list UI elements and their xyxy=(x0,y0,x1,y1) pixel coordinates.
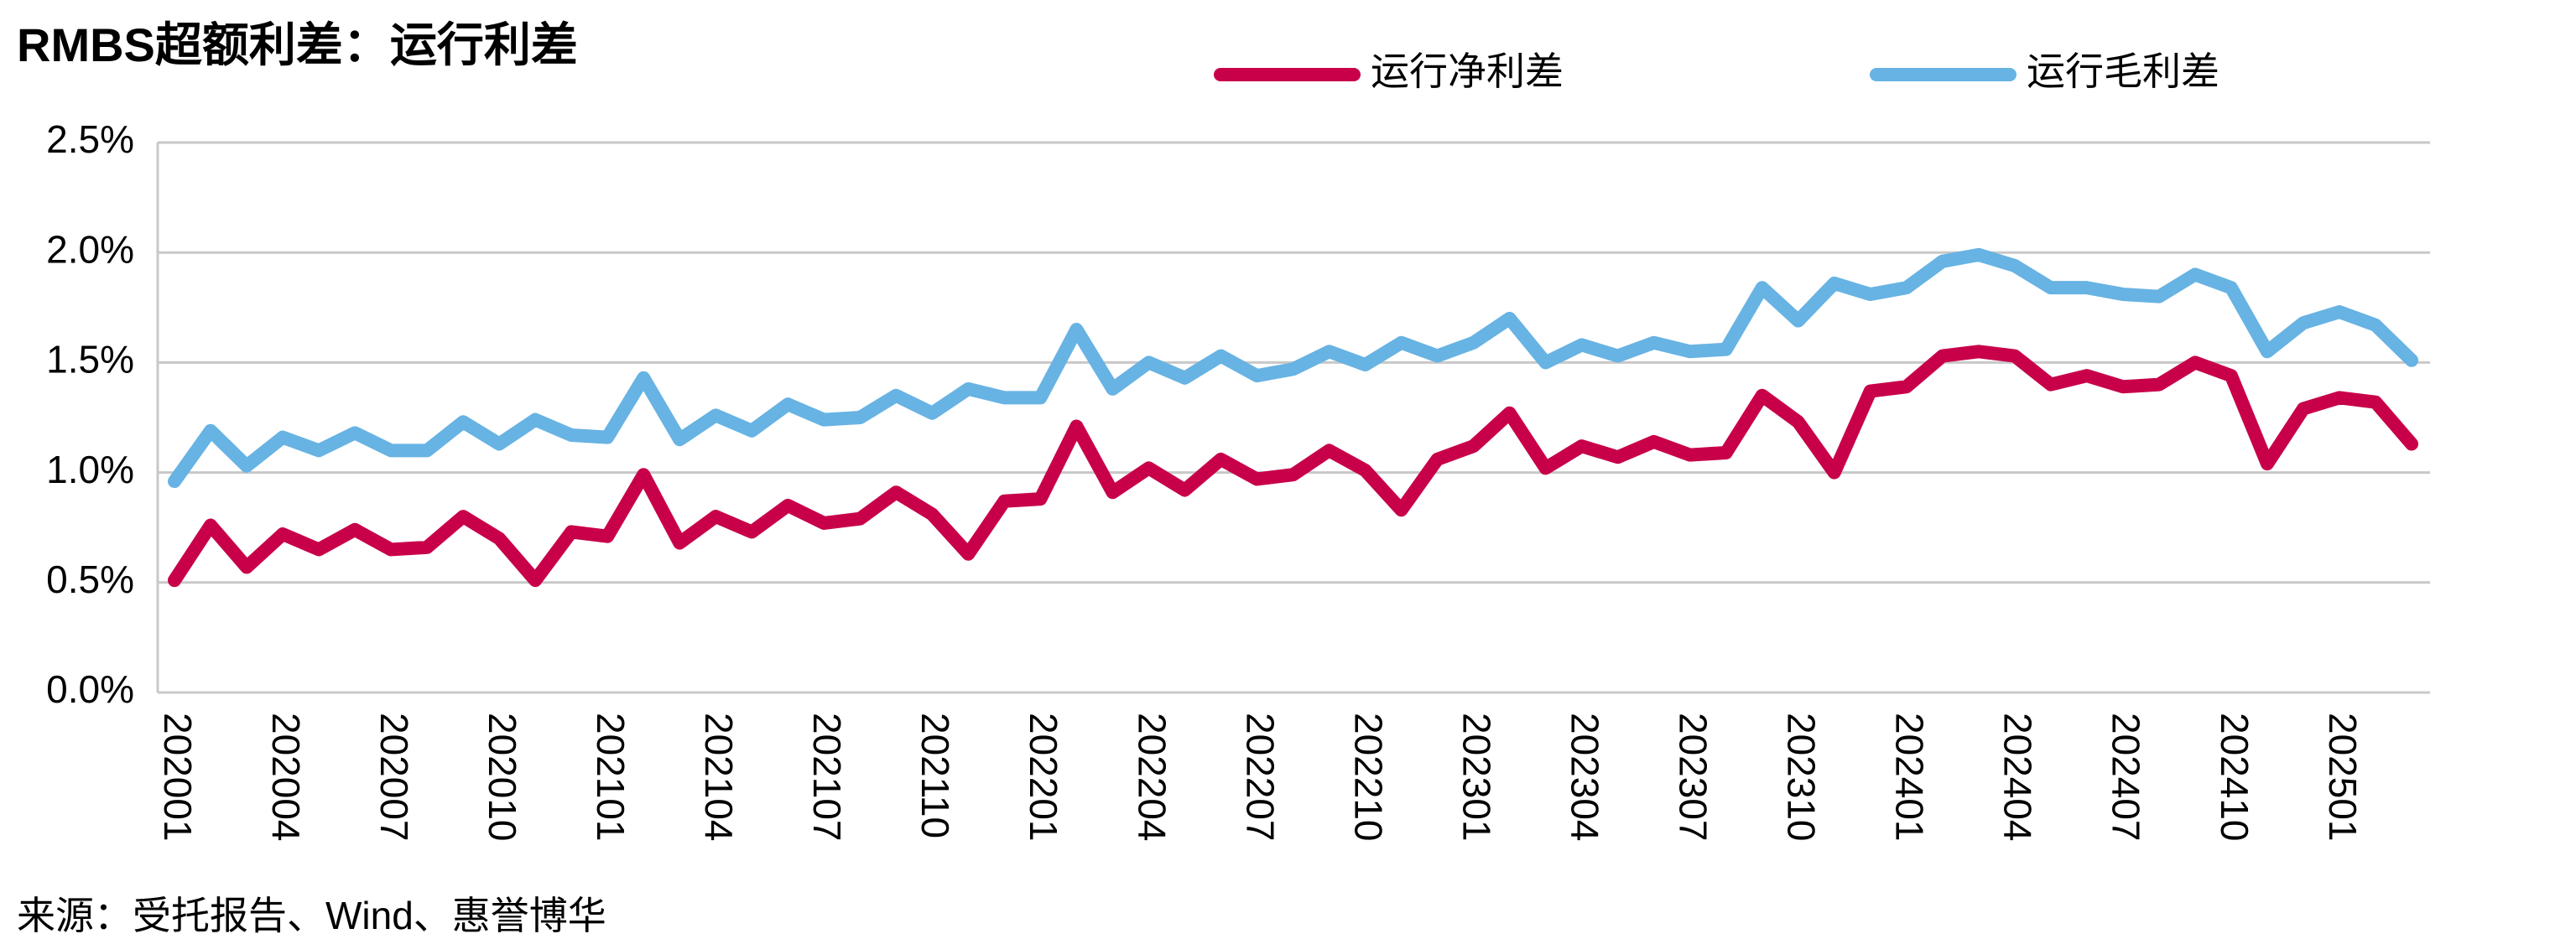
x-tick-label: 202301 xyxy=(1455,713,1498,842)
y-tick-label: 2.0% xyxy=(46,227,134,271)
x-tick-label: 202007 xyxy=(372,713,416,842)
y-tick-label: 0.0% xyxy=(46,667,134,711)
x-tick-label: 202404 xyxy=(1996,713,2040,842)
x-tick-label: 202307 xyxy=(1672,713,1715,841)
x-tick-label: 202101 xyxy=(589,713,632,842)
x-tick-label: 202110 xyxy=(913,713,957,838)
y-tick-label: 0.5% xyxy=(46,558,134,601)
legend-label: 运行净利差 xyxy=(1371,49,1564,93)
y-tick-label: 2.5% xyxy=(46,117,134,161)
x-tick-label: 202310 xyxy=(1780,713,1824,842)
x-tick-label: 202401 xyxy=(1888,713,1932,842)
y-tick-label: 1.0% xyxy=(46,448,134,491)
x-tick-label: 202210 xyxy=(1346,713,1390,842)
chart-title: RMBS超额利差：运行利差 xyxy=(17,18,578,71)
x-tick-label: 202010 xyxy=(481,713,524,842)
x-tick-label: 202407 xyxy=(2105,713,2148,842)
x-tick-label: 202107 xyxy=(805,713,849,841)
x-tick-label: 202004 xyxy=(264,713,308,842)
legend-label: 运行毛利差 xyxy=(2027,49,2220,93)
x-tick-label: 202501 xyxy=(2321,713,2365,842)
x-tick-label: 202201 xyxy=(1022,713,1065,842)
x-tick-label: 202304 xyxy=(1563,713,1606,842)
series-line xyxy=(168,247,2418,489)
y-tick-label: 1.5% xyxy=(46,338,134,381)
x-tick-label: 202104 xyxy=(697,713,741,842)
x-tick-label: 202001 xyxy=(156,713,200,842)
source-note: 来源：受托报告、Wind、惠誉博华 xyxy=(17,894,606,937)
series-line xyxy=(168,345,2418,588)
x-tick-label: 202410 xyxy=(2213,713,2256,842)
x-tick-label: 202207 xyxy=(1238,713,1282,842)
x-tick-label: 202204 xyxy=(1130,713,1174,842)
